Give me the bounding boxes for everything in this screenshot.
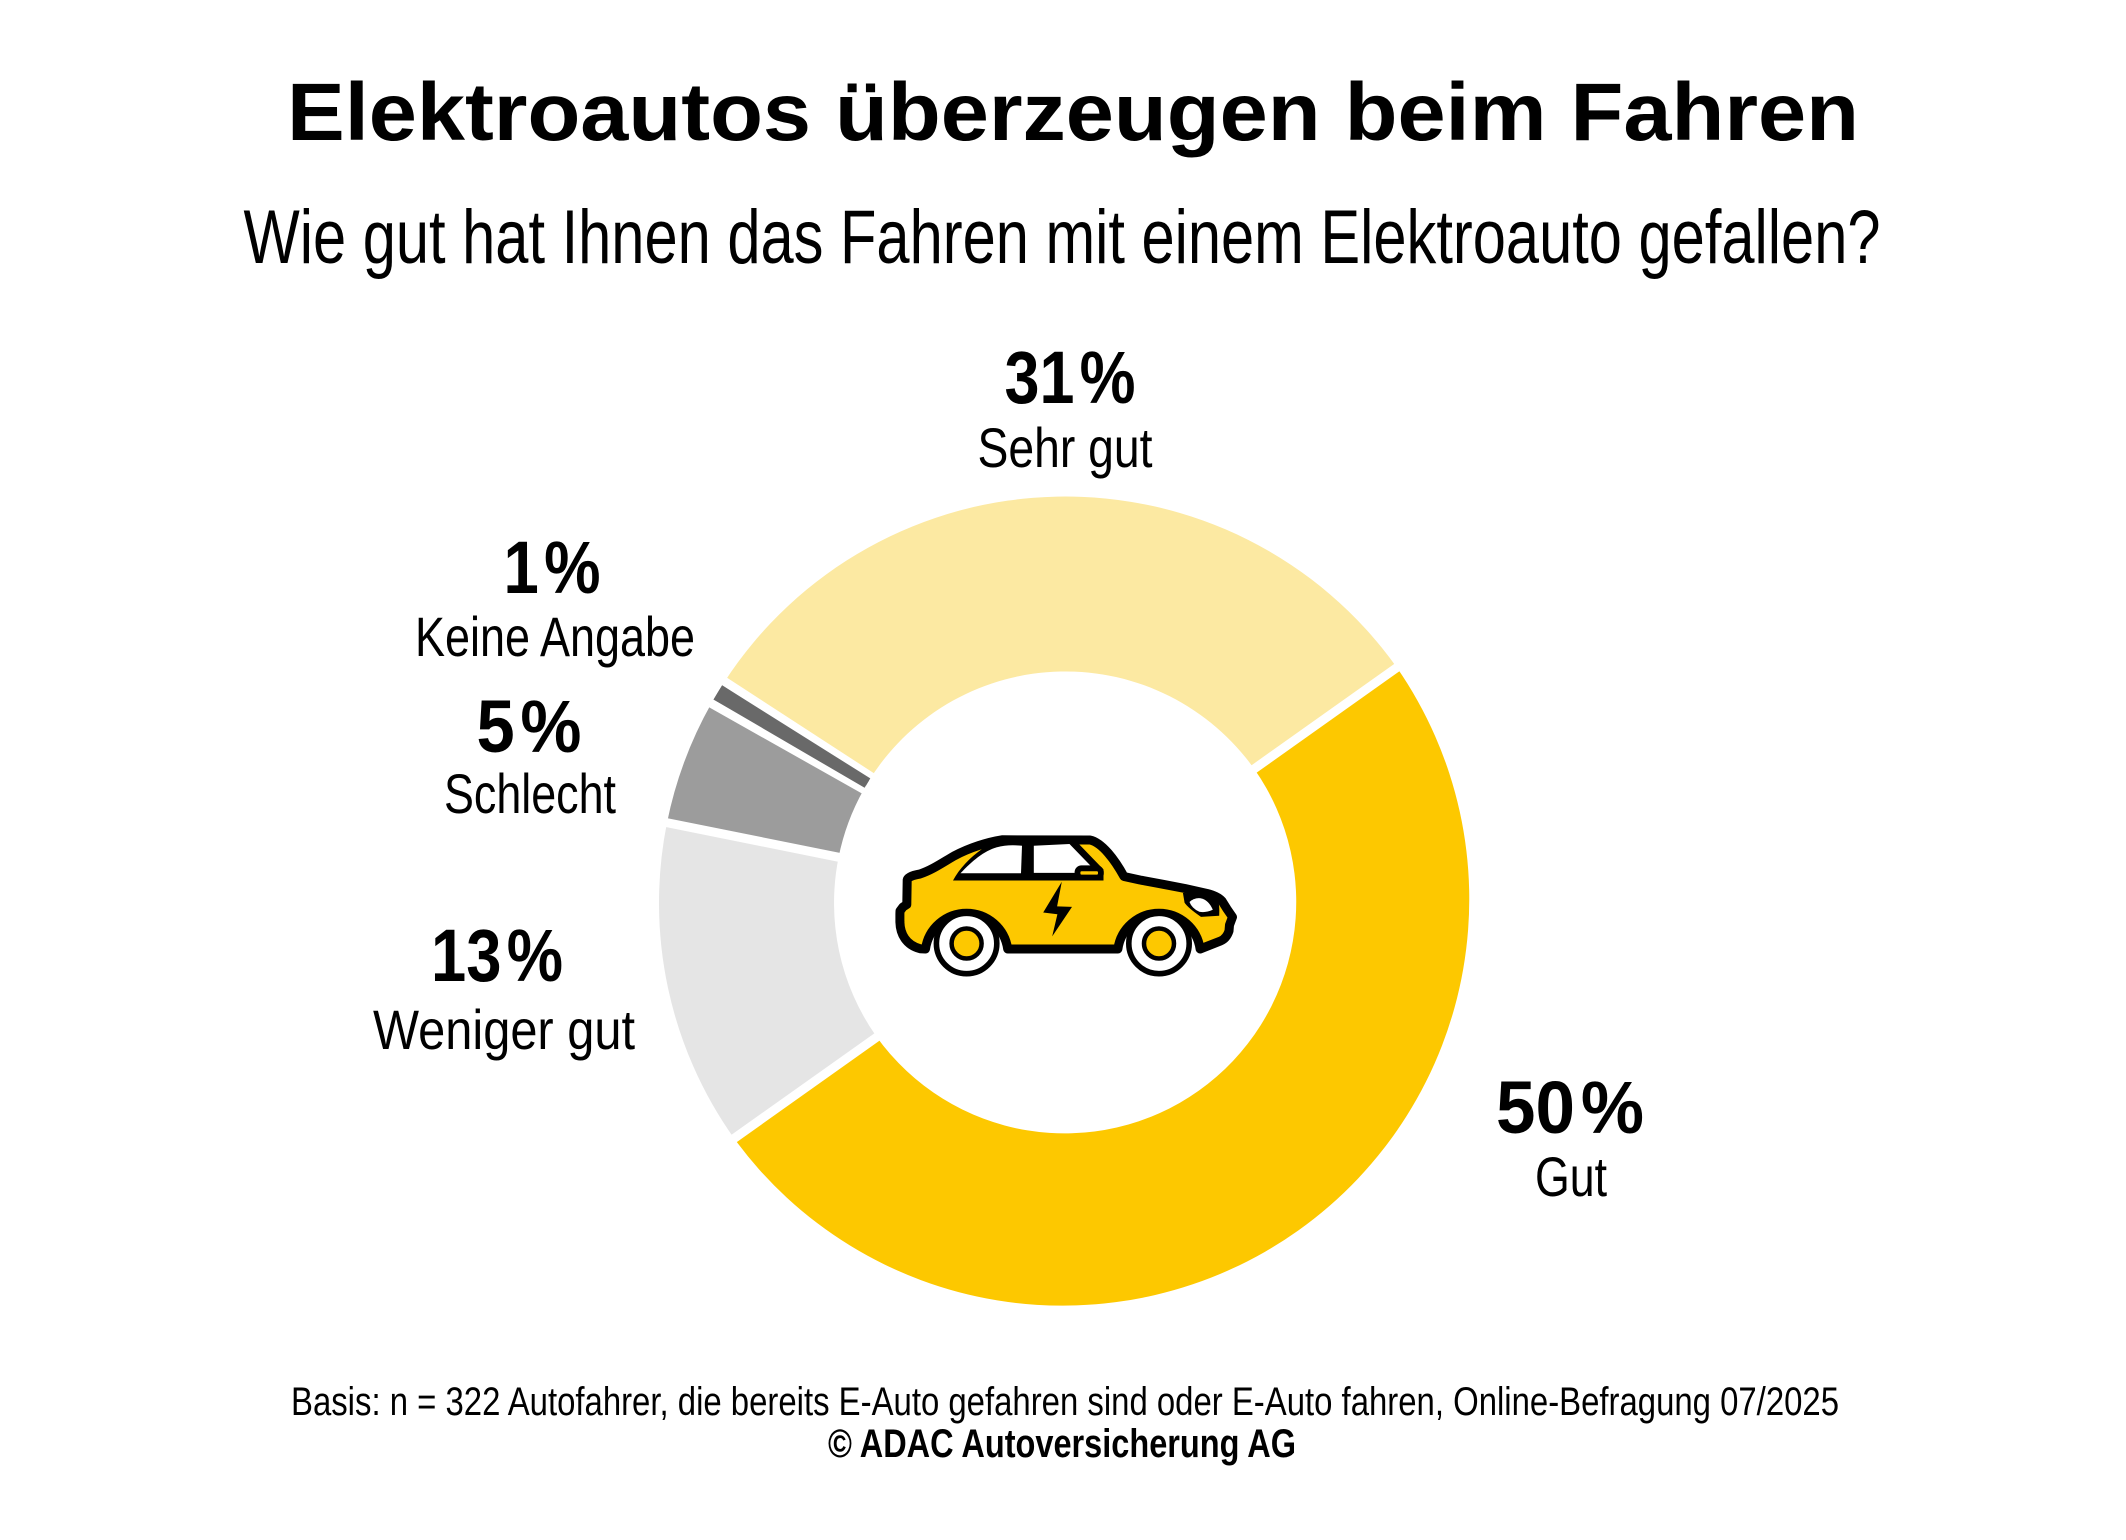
svg-text:50 %: 50 % [1496,1066,1644,1149]
svg-text:31 %: 31 % [1005,336,1136,419]
svg-text:Keine Angabe: Keine Angabe [415,605,695,668]
svg-text:Sehr gut: Sehr gut [978,416,1153,479]
svg-text:5 %: 5 % [477,685,582,768]
svg-text:Schlecht: Schlecht [444,762,616,825]
svg-text:13 %: 13 % [431,914,563,997]
svg-text:Wie gut hat Ihnen das Fahren m: Wie gut hat Ihnen das Fahren mit einem E… [244,195,1881,280]
svg-text:Basis: n = 322 Autofahrer, die: Basis: n = 322 Autofahrer, die bereits E… [291,1380,1839,1424]
svg-text:© ADAC Autoversicherung AG: © ADAC Autoversicherung AG [828,1422,1296,1466]
svg-text:Gut: Gut [1535,1145,1607,1208]
svg-text:Elektroautos überzeugen beim F: Elektroautos überzeugen beim Fahren [287,67,1859,158]
svg-text:Weniger gut: Weniger gut [373,998,635,1061]
svg-text:1 %: 1 % [504,526,601,609]
